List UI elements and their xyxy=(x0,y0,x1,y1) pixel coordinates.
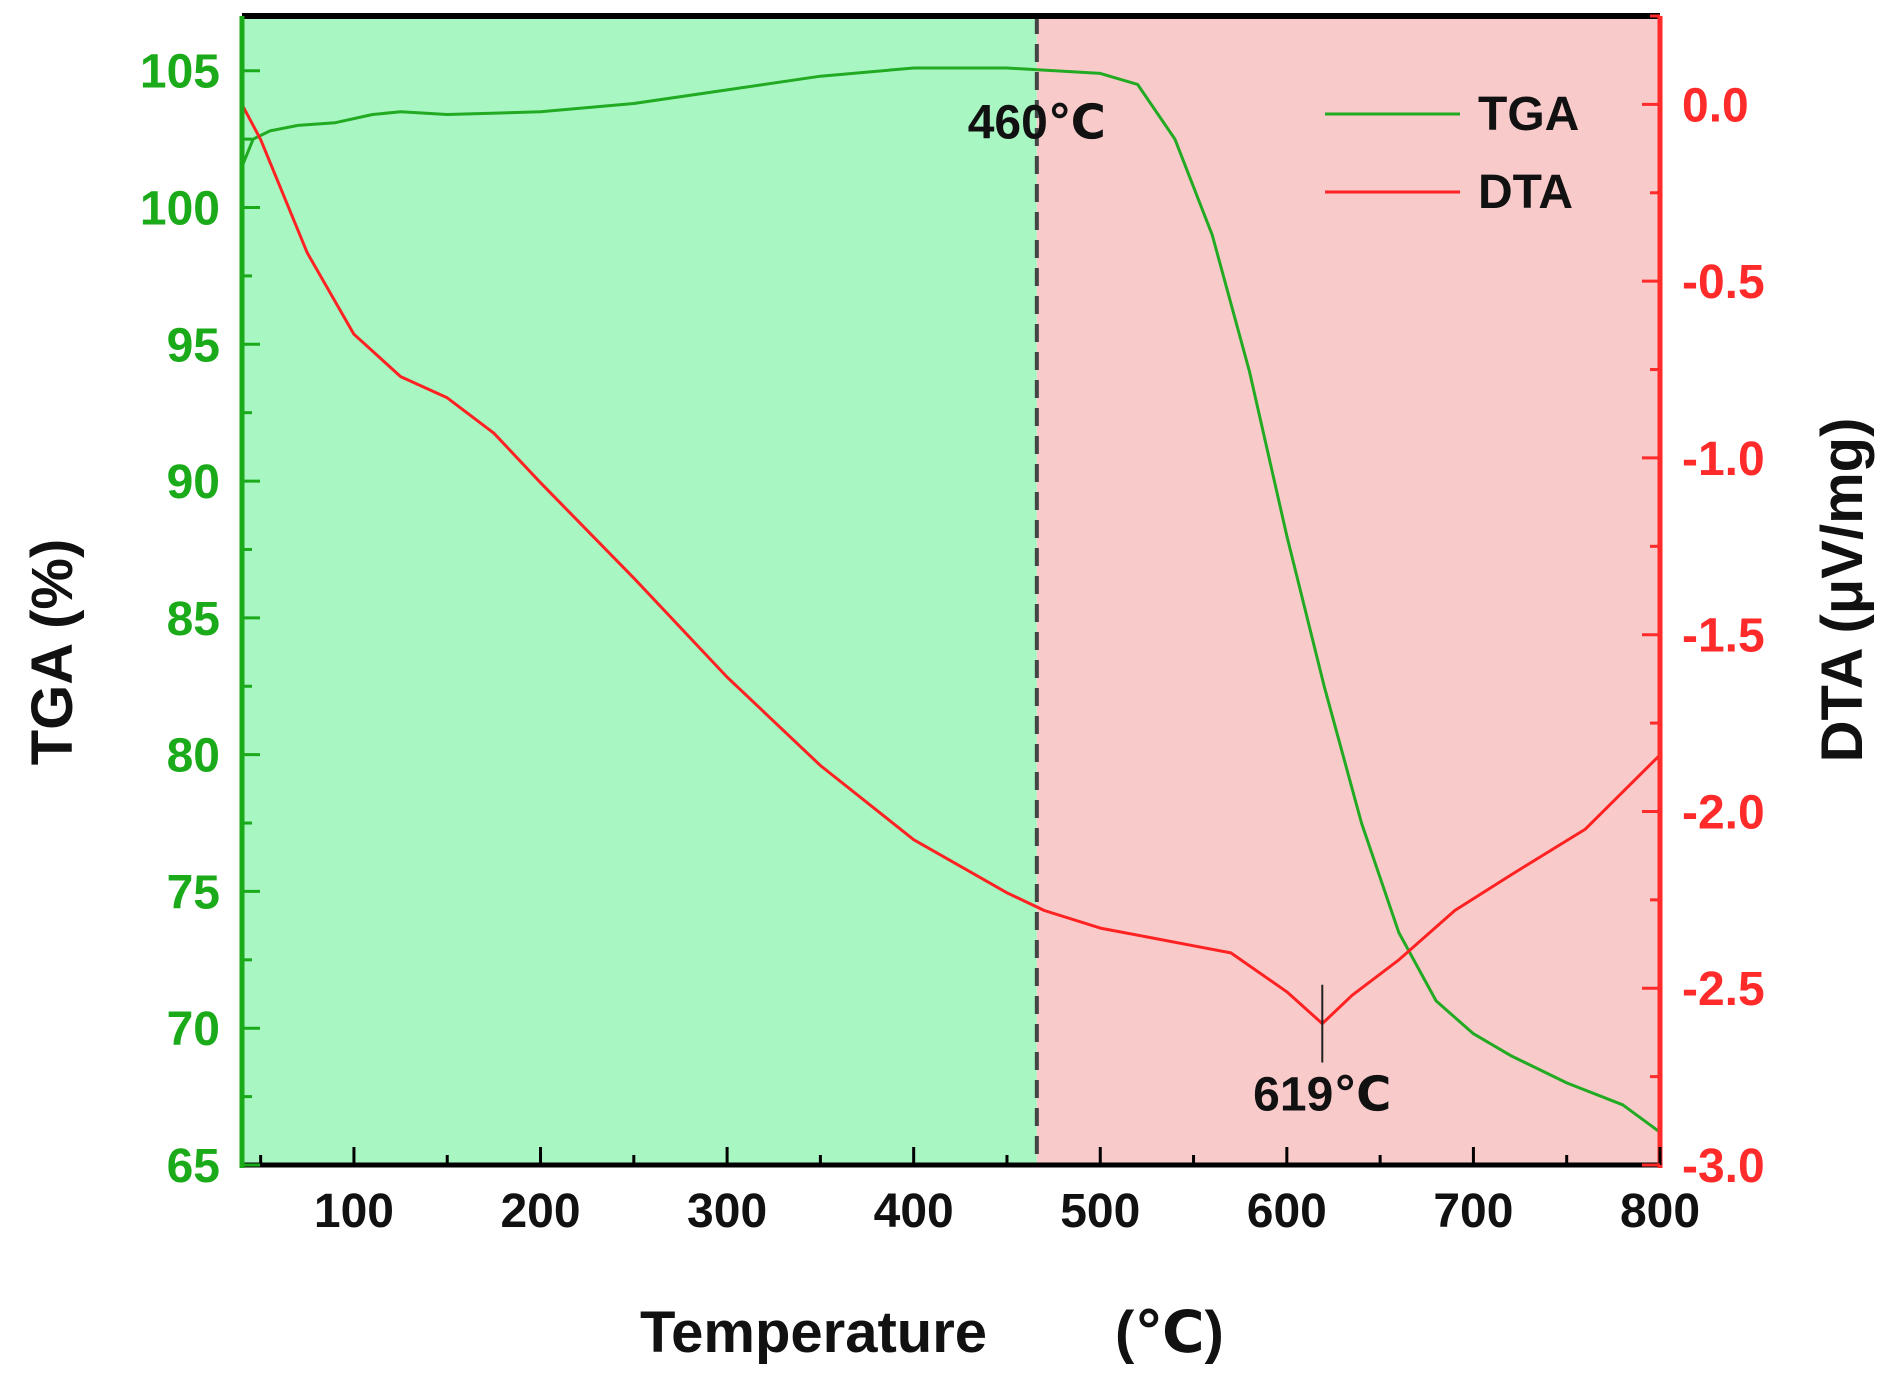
y-left-tick-label-75: 75 xyxy=(167,866,220,919)
y-right-tick-label-4: -2.0 xyxy=(1682,786,1765,839)
x-tick-label-700: 700 xyxy=(1433,1185,1513,1238)
x-tick-label-300: 300 xyxy=(687,1185,767,1238)
x-axis-unit: (℃) xyxy=(1115,1300,1224,1365)
legend-label-dta: DTA xyxy=(1478,166,1573,219)
legend: TGA DTA xyxy=(1325,88,1579,219)
x-tick-label-200: 200 xyxy=(500,1185,580,1238)
y-right-tick-label-5: -2.5 xyxy=(1682,963,1765,1016)
annotations-group: 460℃ 619℃ xyxy=(968,97,1392,1122)
y-right-tick-label-6: -3.0 xyxy=(1682,1140,1765,1193)
x-tick-label-800: 800 xyxy=(1620,1185,1700,1238)
series-line-dta xyxy=(240,103,1662,1026)
series-group xyxy=(240,66,1662,1134)
y-right-tick-label-2: -1.0 xyxy=(1682,433,1765,486)
y-left-tick-label-100: 100 xyxy=(140,183,220,236)
y-left-tick-label-70: 70 xyxy=(167,1003,220,1056)
x-tick-label-400: 400 xyxy=(874,1185,954,1238)
annotation-label-1: 619℃ xyxy=(1253,1068,1391,1121)
y-left-tick-label-85: 85 xyxy=(167,593,220,646)
region-1 xyxy=(1036,16,1660,1165)
legend-label-tga: TGA xyxy=(1478,88,1579,141)
series-line-tga xyxy=(240,66,1661,1134)
y-left-tick-label-95: 95 xyxy=(167,319,220,372)
background-regions xyxy=(242,16,1660,1165)
x-tick-label-600: 600 xyxy=(1247,1185,1327,1238)
axes-group: 100 200 300 400 500 600 700 800 65 70 75 80 85 90 95 10… xyxy=(140,13,1765,1238)
y-left-tick-label-90: 90 xyxy=(167,456,220,509)
axis-titles-group: Temperature (℃) TGA (%) DTA (μV/mg) xyxy=(20,418,1875,1365)
x-tick-label-500: 500 xyxy=(1060,1185,1140,1238)
y-left-tick-label-105: 105 xyxy=(140,46,220,99)
y-right-tick-label-1: -0.5 xyxy=(1682,256,1765,309)
annotation-label-0: 460℃ xyxy=(968,97,1106,150)
region-0 xyxy=(242,16,1037,1165)
x-axis-title: Temperature xyxy=(640,1300,987,1365)
y-right-tick-label-3: -1.5 xyxy=(1682,610,1765,663)
y-right-axis-title: DTA (μV/mg) xyxy=(1810,418,1875,763)
y-right-tick-label-0: 0.0 xyxy=(1682,79,1749,132)
y-left-tick-label-80: 80 xyxy=(167,730,220,783)
x-tick-label-100: 100 xyxy=(314,1185,394,1238)
y-left-tick-label-65: 65 xyxy=(167,1140,220,1193)
y-left-axis-title: TGA (%) xyxy=(20,539,85,766)
